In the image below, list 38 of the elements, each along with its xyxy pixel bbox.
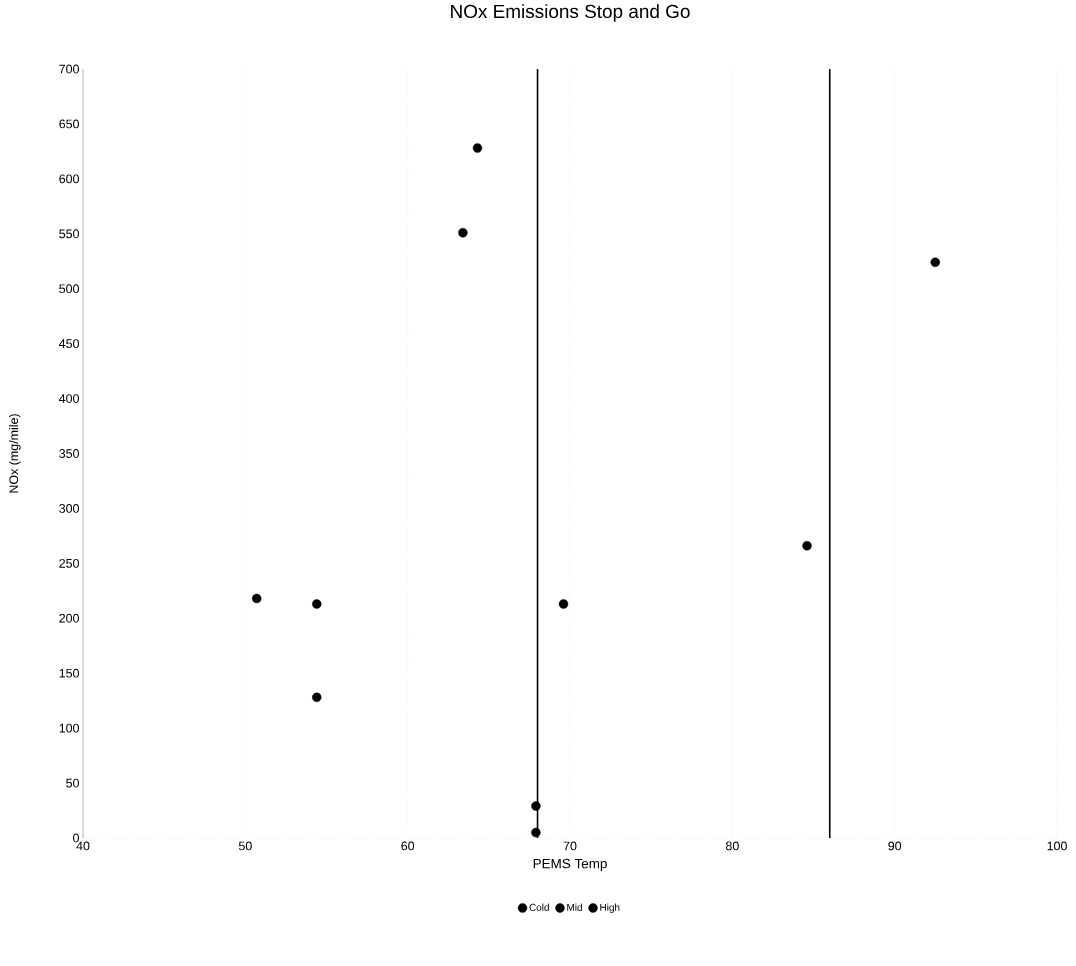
legend-label: Cold [529,903,549,911]
x-tick-label: 50 [238,841,252,851]
x-axis-title: PEMS Temp [533,858,607,871]
y-tick-label: 0 [73,833,79,843]
y-tick-label: 500 [59,284,79,294]
x-tick-label: 40 [76,841,90,851]
x-tick-label: 60 [401,841,415,851]
y-tick-label: 200 [59,613,79,623]
y-tick-label: 300 [59,504,79,513]
point [531,801,541,811]
point [802,541,812,551]
x-tick-label: 90 [888,841,902,851]
y-axis-title: NOx (mg/mile) [9,414,21,493]
x-tick-label: 70 [563,841,577,851]
y-tick-label: 50 [66,778,79,788]
y-tick-label: 450 [58,339,79,349]
y-tick-label: 600 [59,174,79,184]
y-tick-label: 650 [59,119,79,129]
point [558,599,569,609]
point [531,827,541,838]
point [472,143,483,153]
point [312,599,322,609]
y-tick-label: 100 [59,723,79,733]
point [312,692,322,703]
y-tick-label: 350 [59,449,79,458]
y-tick-label: 150 [59,668,79,678]
x-tick-label: 80 [725,841,739,851]
point [930,257,940,268]
legend-label: High [600,903,620,913]
y-tick-label: 550 [59,229,79,239]
y-tick-label: 700 [59,64,79,74]
chart-title: NOx Emissions Stop and Go [451,4,690,22]
point [458,227,468,238]
legend-label: Mid [567,903,582,911]
y-tick-label: 250 [59,558,79,568]
y-tick-label: 400 [58,394,79,403]
point [252,593,262,604]
x-tick-label: 100 [1047,841,1067,851]
